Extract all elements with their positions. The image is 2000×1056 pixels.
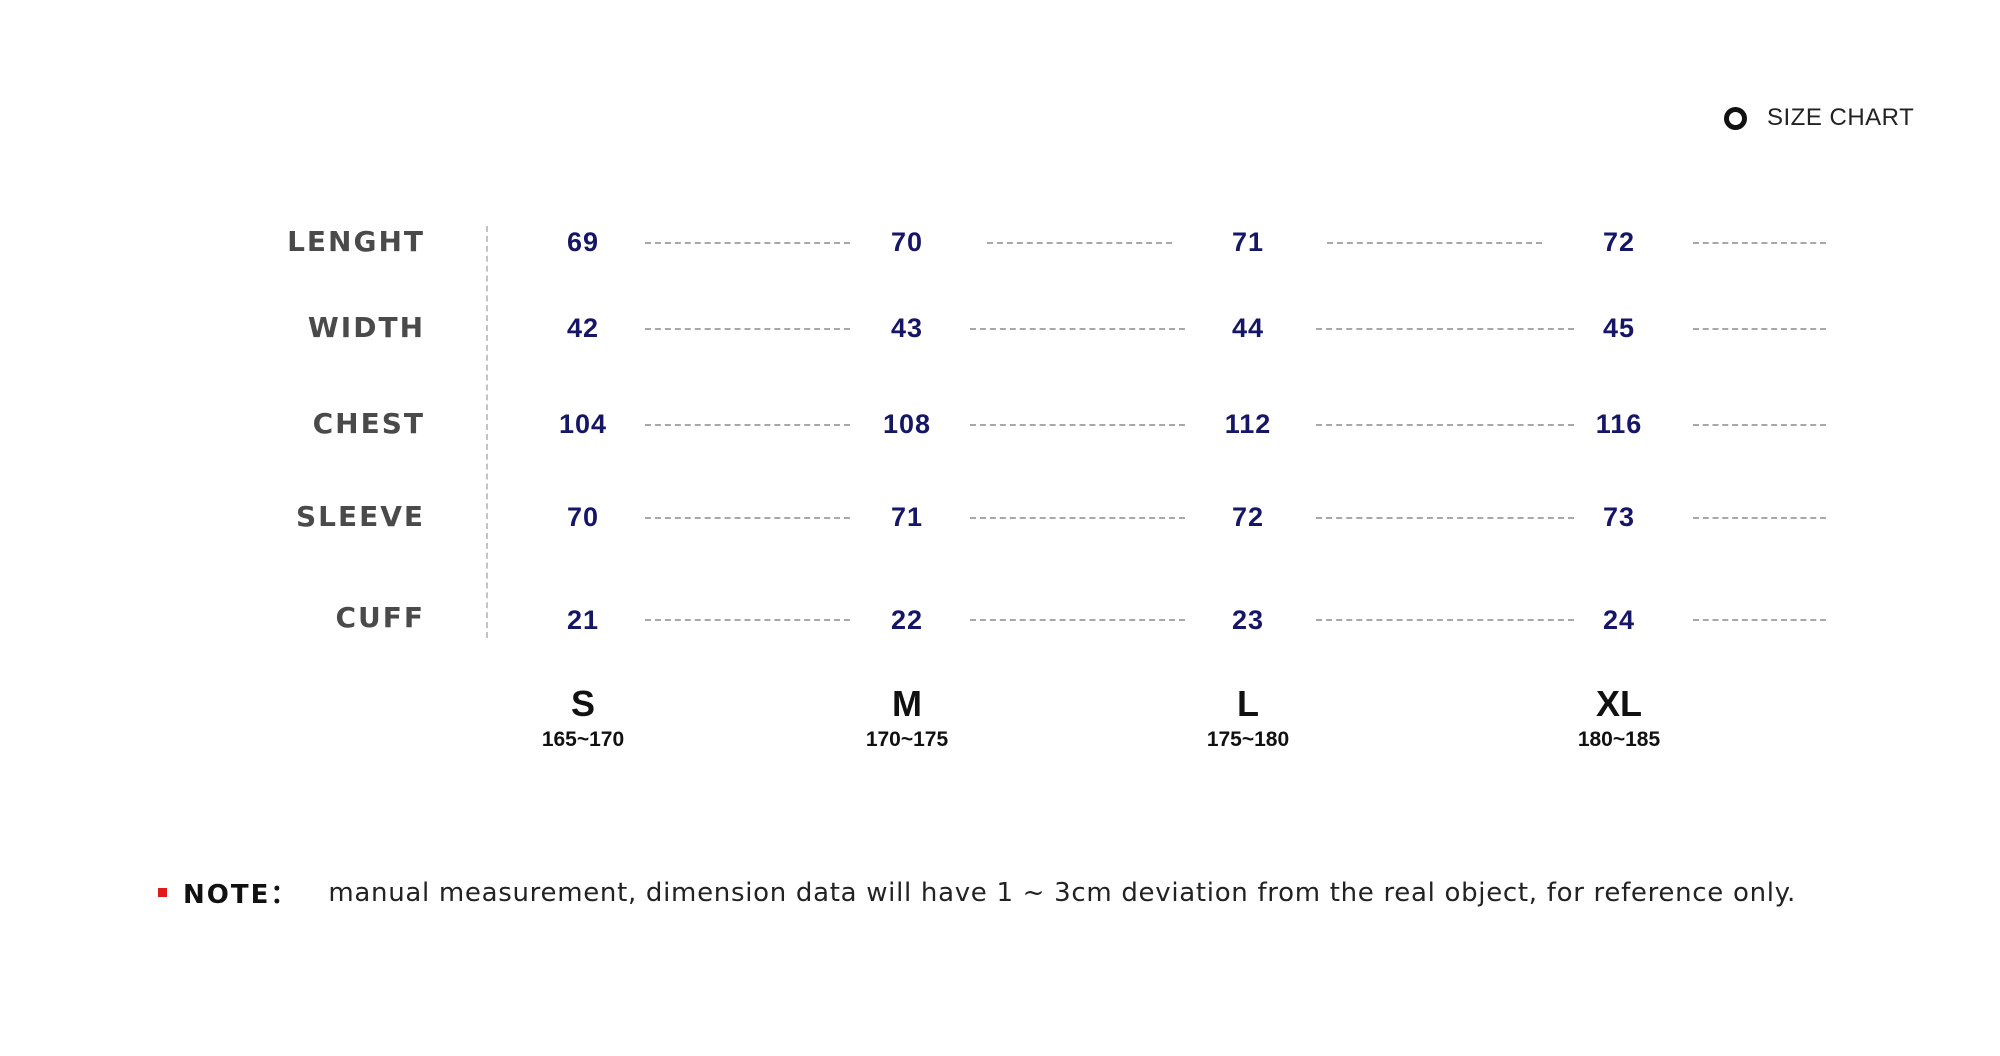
dashed-leader [1316, 328, 1574, 330]
value-cell: 23 [1231, 605, 1265, 635]
dashed-leader [1693, 242, 1826, 244]
value-cell: 24 [1602, 605, 1636, 635]
dashed-leader [1327, 242, 1542, 244]
value-cell: 71 [890, 502, 924, 532]
size-chart-header: SIZE CHART [1724, 100, 1914, 136]
value-cell: 70 [890, 227, 924, 257]
dashed-leader [1693, 424, 1826, 426]
value-cell: 108 [882, 409, 932, 439]
dashed-leader [970, 424, 1185, 426]
value-cell: 71 [1231, 227, 1265, 257]
dashed-leader [645, 517, 850, 519]
note-text: manual measurement, dimension data will … [328, 877, 1797, 908]
value-cell: 70 [566, 502, 600, 532]
row-label-sleeve: SLEEVE [295, 500, 425, 533]
dashed-leader [970, 619, 1185, 621]
dashed-leader [970, 328, 1185, 330]
value-cell: 45 [1602, 313, 1636, 343]
value-cell: 73 [1602, 502, 1636, 532]
size-range-l: 175~180 [1206, 728, 1290, 751]
row-label-length: LENGHT [287, 225, 425, 258]
value-cell: 116 [1595, 409, 1643, 439]
value-cell: 112 [1224, 409, 1272, 439]
row-label-width: WIDTH [307, 311, 425, 344]
value-cell: 72 [1231, 502, 1265, 532]
size-range-xl: 180~185 [1577, 728, 1661, 751]
chart-title: SIZE CHART [1767, 104, 1915, 131]
size-label-m: M [892, 683, 922, 724]
dashed-leader [987, 242, 1172, 244]
size-range-m: 170~175 [865, 728, 949, 751]
dashed-leader [970, 517, 1185, 519]
ring-icon [1724, 106, 1747, 130]
row-label-chest: CHEST [312, 407, 425, 440]
value-cell: 72 [1602, 227, 1636, 257]
dashed-leader [1316, 424, 1574, 426]
dashed-leader [645, 619, 850, 621]
dashed-leader [645, 424, 850, 426]
value-cell: 69 [566, 227, 600, 257]
note-marker-icon [158, 888, 167, 897]
value-cell: 44 [1231, 313, 1265, 343]
vertical-divider [486, 226, 488, 638]
note-label: NOTE： [183, 880, 299, 910]
dashed-leader [645, 328, 850, 330]
dashed-leader [645, 242, 850, 244]
dashed-leader [1316, 619, 1574, 621]
size-range-s: 165~170 [541, 728, 625, 751]
value-cell: 42 [566, 313, 600, 343]
size-label-s: S [570, 683, 595, 724]
value-cell: 43 [890, 313, 924, 343]
row-label-cuff: CUFF [335, 601, 425, 634]
value-cell: 104 [558, 409, 608, 439]
size-label-xl: XL [1595, 683, 1642, 724]
size-label-l: L [1237, 683, 1259, 724]
value-cell: 21 [566, 605, 600, 635]
dashed-leader [1316, 517, 1574, 519]
dashed-leader [1693, 328, 1826, 330]
dashed-leader [1693, 517, 1826, 519]
note: NOTE： manual measurement, dimension data… [158, 874, 1796, 911]
value-cell: 22 [890, 605, 924, 635]
dashed-leader [1693, 619, 1826, 621]
